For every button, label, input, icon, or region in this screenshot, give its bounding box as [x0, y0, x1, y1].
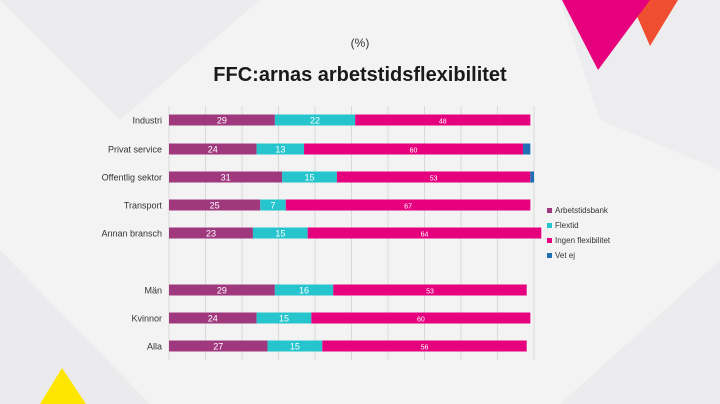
category-labels: Industri Privat service Offentlig sektor Tr… — [101, 116, 162, 352]
data-label: 56 — [421, 345, 429, 352]
category-label: Kvinnor — [131, 314, 162, 324]
bar-segment — [307, 227, 542, 239]
bar-segment — [169, 312, 257, 324]
legend-entry: Arbetstidsbank — [555, 206, 609, 215]
data-label: 29 — [217, 286, 227, 296]
bar-segment — [274, 114, 356, 126]
bar-segment — [169, 199, 261, 211]
chart-title: FFC:arnas arbetstidsflexibilitet — [213, 64, 507, 86]
data-label: 29 — [217, 116, 227, 126]
bar-segment — [260, 199, 286, 211]
bar-segment — [523, 143, 531, 155]
decor-triangle-orange — [630, 0, 678, 46]
data-label: 60 — [417, 317, 425, 324]
data-label: 24 — [208, 145, 218, 155]
category-label: Annan bransch — [101, 229, 162, 239]
background-facet — [0, 250, 150, 404]
bar-segment — [304, 143, 524, 155]
legend-swatch — [547, 253, 552, 258]
bar-segment — [322, 340, 527, 352]
bar-segment — [282, 171, 337, 183]
data-label: 15 — [279, 314, 289, 324]
bar-segment — [169, 227, 253, 239]
background-facet — [0, 0, 260, 120]
legend-swatch — [547, 238, 552, 243]
data-label: 25 — [210, 201, 220, 211]
category-label: Alla — [147, 342, 162, 352]
bar-segment — [169, 284, 275, 296]
bar-segment — [169, 114, 275, 126]
category-label: Transport — [124, 201, 163, 211]
data-label: 16 — [299, 286, 309, 296]
data-label: 53 — [426, 289, 434, 296]
bar-segment — [169, 171, 283, 183]
bar-segment — [333, 284, 527, 296]
legend-swatch — [547, 208, 552, 213]
bars: 29 22 48 24 13 60 31 15 53 25 7 67 23 15 64 29 16 53 24 15 6… — [169, 114, 542, 352]
bar-segment — [169, 340, 268, 352]
data-label: 60 — [410, 148, 418, 155]
bar-segment — [256, 143, 305, 155]
data-label: 53 — [430, 176, 438, 183]
bar-segment — [311, 312, 531, 324]
legend-entry: Flextid — [555, 221, 579, 230]
data-label: 27 — [213, 342, 223, 352]
bar-segment — [285, 199, 531, 211]
bar-segment — [355, 114, 531, 126]
data-label: 64 — [421, 232, 429, 239]
data-label: 15 — [290, 342, 300, 352]
data-label: 24 — [208, 314, 218, 324]
legend-entry: Ingen flexibilitet — [555, 236, 611, 245]
category-label: Privat service — [108, 145, 162, 155]
data-label: 13 — [275, 145, 285, 155]
bar-segment — [256, 312, 312, 324]
decor-triangle-yellow — [40, 368, 86, 404]
bar-segment — [336, 171, 531, 183]
bar-segment — [252, 227, 308, 239]
data-label: 23 — [206, 229, 216, 239]
chart-subtitle: (%) — [350, 36, 370, 50]
legend-swatch — [547, 223, 552, 228]
background-facet — [560, 260, 720, 404]
data-label: 15 — [305, 173, 315, 183]
legend: Arbetstidsbank Flextid Ingen flexibilitet V… — [547, 206, 611, 260]
bar-segment — [530, 171, 534, 183]
decor-triangle-magenta — [562, 0, 650, 70]
data-label: 31 — [221, 173, 231, 183]
bar-segment — [169, 143, 257, 155]
data-label: 48 — [439, 119, 447, 126]
bar-segment — [267, 340, 323, 352]
data-label: 15 — [275, 229, 285, 239]
category-label: Offentlig sektor — [102, 173, 162, 183]
data-label: 7 — [271, 201, 276, 211]
data-label: 22 — [310, 116, 320, 126]
category-label: Män — [144, 286, 162, 296]
bar-segment — [274, 284, 334, 296]
category-label: Industri — [132, 116, 162, 126]
data-label: 67 — [404, 204, 412, 211]
legend-entry: Vet ej — [555, 251, 575, 260]
